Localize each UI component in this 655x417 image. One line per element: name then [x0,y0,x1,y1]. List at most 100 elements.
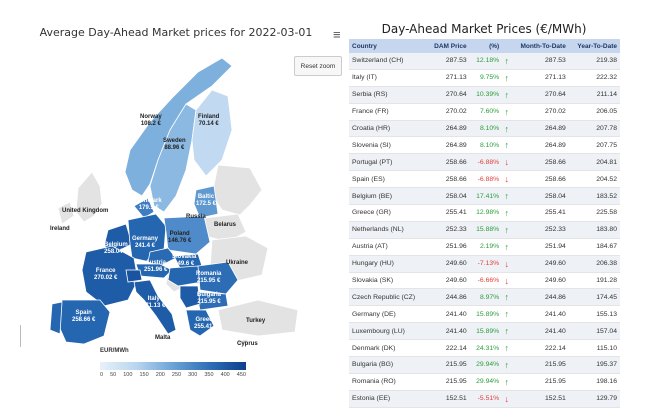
axis-line [20,325,21,347]
cell-country: Netherlands (NL) [349,221,427,239]
legend-tick: 50 [110,372,117,378]
table-row[interactable]: Estonia (EE) 152.51 -5.51% ↓ 152.51 129.79 [349,390,620,408]
table-row[interactable]: Bulgaria (BG) 215.95 29.94% ↑ 215.95 195.37 [349,356,620,374]
cell-country: Luxembourg (LU) [349,322,427,341]
cell-dam-price: 251.96 [426,238,470,256]
cell-pct: -6.88% [469,170,503,189]
cell-ytd: 115.10 [568,339,620,358]
label-denmark: Denmark 179.5 € [136,198,162,211]
map-cyprus[interactable] [237,338,249,346]
map-greece[interactable] [185,309,215,337]
cell-pct: -7.13% [469,255,503,273]
table-row[interactable]: Romania (RO) 215.95 29.94% ↑ 215.95 198.16 [349,373,620,391]
cell-dam-price: 249.60 [426,255,470,273]
arrow-up-icon: ↑ [502,221,512,239]
map-turkey[interactable] [217,299,299,337]
map-finland[interactable] [191,89,233,177]
col-dam-price[interactable]: DAM Price [426,39,470,53]
arrow-up-icon: ↑ [502,53,512,70]
cell-dam-price: 152.51 [426,390,470,408]
cell-country: Germany (DE) [349,305,427,324]
cell-ytd: 207.75 [568,136,620,155]
table-header-row: Country DAM Price (%) Month-To-Date Year… [349,39,620,53]
cell-pct: 24.31% [469,339,503,358]
europe-map [49,57,299,346]
map-serbia[interactable] [179,285,201,309]
cell-ytd: 219.38 [568,53,620,70]
col-ytd[interactable]: Year-To-Date [568,39,620,53]
cell-mtd: 270.64 [511,86,569,104]
arrow-up-icon: ↑ [502,238,512,256]
cell-pct: 12.98% [469,204,503,222]
table-row[interactable]: Croatia (HR) 264.89 8.10% ↑ 264.89 207.78 [349,120,620,138]
cell-country: Hungary (HU) [349,255,427,273]
cell-ytd: 129.79 [568,390,620,408]
map-switzerland[interactable] [125,269,143,283]
label-sweden: Sweden 88.96 € [163,138,186,151]
reset-zoom-button[interactable]: Reset zoom [294,56,342,76]
cell-dam-price: 244.86 [426,288,470,307]
col-mtd[interactable]: Month-To-Date [511,39,569,53]
map-russia[interactable] [211,164,263,216]
table-row[interactable]: France (FR) 270.02 7.60% ↑ 270.02 206.05 [349,103,620,121]
table-body: Switzerland (CH) 287.53 12.18% ↑ 287.53 219.3… [349,53,620,408]
map-italy[interactable] [133,279,177,335]
table-row[interactable]: Greece (GR) 255.41 12.98% ↑ 255.41 225.58 [349,204,620,222]
label-germany: Germany 241.4 € [132,236,159,249]
legend-gradient [100,362,246,370]
cell-pct: 15.89% [469,322,503,341]
table-row[interactable]: Italy (IT) 271.13 9.75% ↑ 271.13 222.32 [349,69,620,87]
cell-dam-price: 270.64 [426,86,470,104]
label-ukraine: Ukraine [226,260,249,266]
legend-tick: 400 [220,372,230,378]
cell-dam-price: 258.66 [426,170,470,189]
table-row[interactable]: Belgium (BE) 258.04 17.41% ↑ 258.04 183.52 [349,187,620,206]
table-row[interactable]: Slovenia (SI) 264.89 8.10% ↑ 264.89 207.75 [349,136,620,155]
map-netherlands-belgium[interactable] [103,223,133,253]
table-row[interactable]: Spain (ES) 258.66 -6.88% ↓ 258.66 204.52 [349,170,620,189]
cell-dam-price: 258.04 [426,187,470,206]
cell-country: Romania (RO) [349,373,427,391]
map-romania[interactable] [197,261,239,295]
table-row[interactable]: Denmark (DK) 222.14 24.31% ↑ 222.14 115.10 [349,339,620,358]
cell-mtd: 255.41 [511,204,569,222]
map-denmark[interactable] [133,197,155,219]
label-turkey: Turkey [246,318,266,324]
cell-country: Estonia (EE) [349,390,427,408]
cell-country: France (FR) [349,103,427,121]
table-row[interactable]: Netherlands (NL) 252.33 15.88% ↑ 252.33 183.8… [349,221,620,239]
hamburger-icon[interactable]: ≡ [333,27,341,42]
table-row[interactable]: Serbia (RS) 270.64 10.39% ↑ 270.64 211.14 [349,86,620,104]
map-baltic[interactable] [193,185,219,219]
table-row[interactable]: Austria (AT) 251.96 2.19% ↑ 251.94 184.67 [349,238,620,256]
cell-mtd: 241.40 [511,305,569,324]
table-row[interactable]: Czech Republic (CZ) 244.86 8.97% ↑ 244.86 174… [349,288,620,307]
col-country[interactable]: Country [349,39,427,53]
cell-dam-price: 271.13 [426,69,470,87]
cell-pct: 12.18% [469,53,503,70]
arrow-up-icon: ↑ [502,103,512,121]
cell-ytd: 211.14 [568,86,620,104]
col-pct[interactable]: (%) [469,39,503,53]
table-row[interactable]: Slovakia (SK) 249.60 -6.66% ↓ 249.60 191.28 [349,272,620,290]
table-row[interactable]: Hungary (HU) 249.60 -7.13% ↓ 249.60 206.38 [349,255,620,273]
cell-pct: 2.19% [469,238,503,256]
arrow-up-icon: ↑ [502,120,512,138]
map-portugal[interactable] [49,301,63,335]
map-czech[interactable] [147,247,177,267]
map-uk[interactable] [75,171,103,223]
map-france[interactable] [81,245,139,307]
label-finland: Finland 70.14 € [198,114,220,127]
arrow-up-icon: ↑ [502,288,512,307]
map-ireland[interactable] [57,201,75,225]
table-row[interactable]: Portugal (PT) 258.66 -6.88% ↓ 258.66 204.81 [349,153,620,172]
cell-country: Spain (ES) [349,170,427,189]
table-title: Day-Ahead Market Prices (€/MWh) [381,22,587,36]
cell-country: Bulgaria (BG) [349,356,427,374]
table-row[interactable]: Switzerland (CH) 287.53 12.18% ↑ 287.53 219.3… [349,53,620,70]
table-row[interactable]: Germany (DE) 241.40 15.89% ↑ 241.40 155.13 [349,305,620,324]
cell-country: Croatia (HR) [349,120,427,138]
label-ireland: Ireland [50,226,70,232]
table-row[interactable]: Luxembourg (LU) 241.40 15.89% ↑ 241.40 157.04 [349,322,620,341]
map-hungary[interactable] [167,265,203,287]
